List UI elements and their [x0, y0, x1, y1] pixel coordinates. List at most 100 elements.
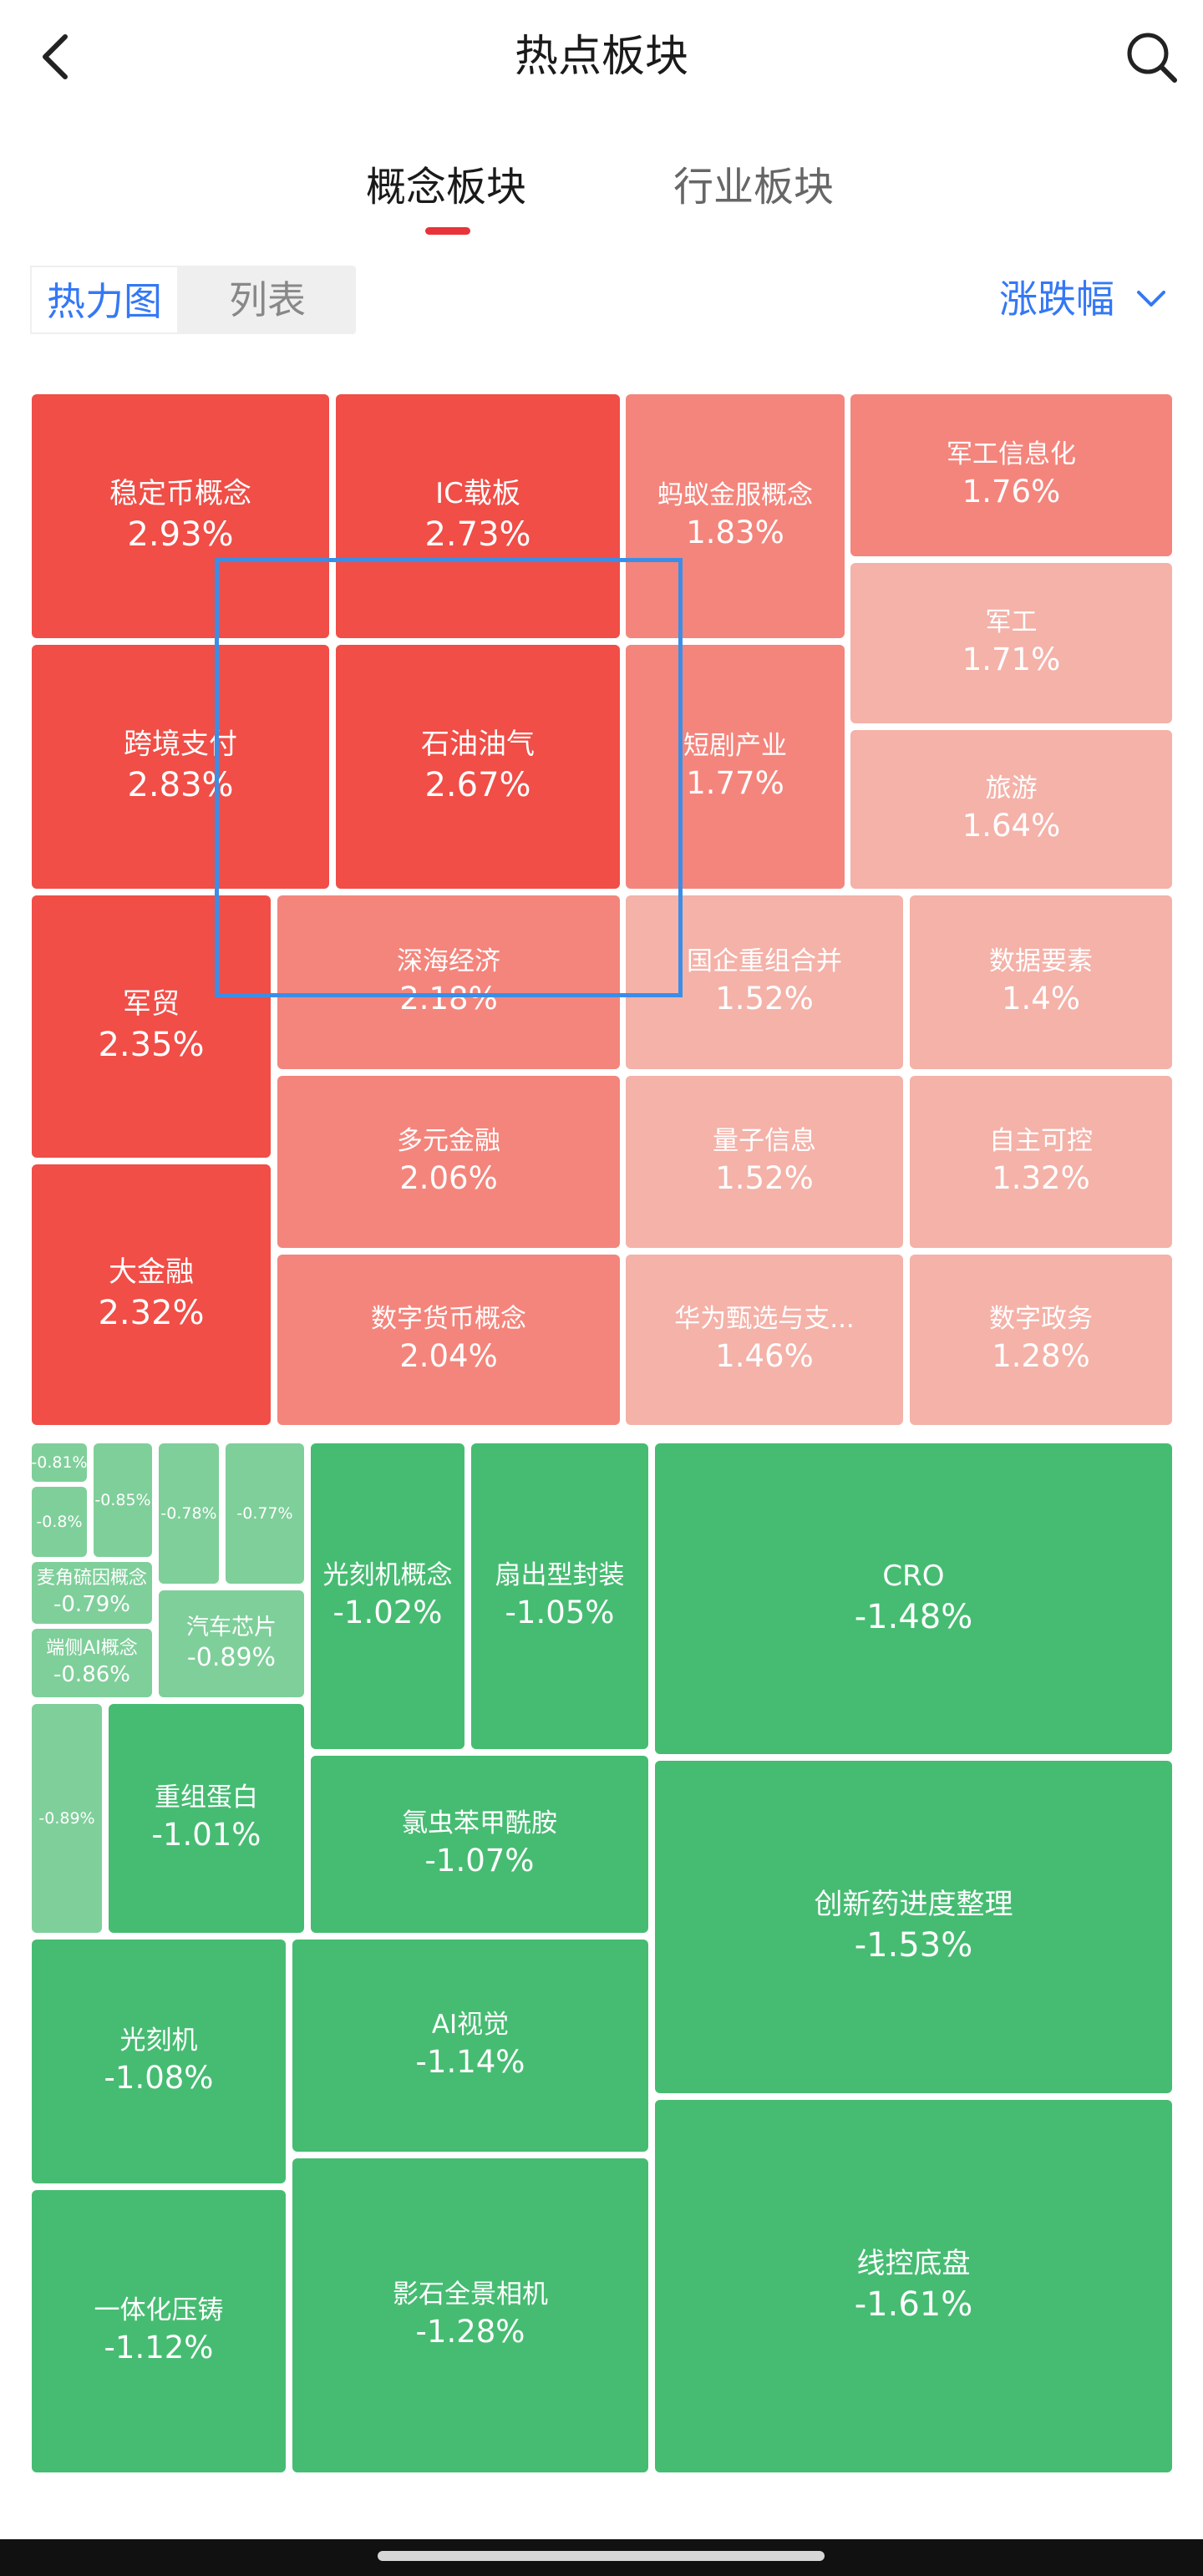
sector-name: 大金融 [109, 1255, 194, 1289]
sector-change: -1.48% [854, 1598, 973, 1636]
sector-change: 2.67% [424, 766, 531, 804]
sector-tile[interactable]: 蚂蚁金服概念 1.83% [626, 394, 845, 638]
sector-change: 1.77% [686, 765, 784, 801]
sector-tile[interactable]: 短剧产业 1.77% [626, 645, 845, 889]
sector-tile[interactable]: 深海经济 2.18% [277, 895, 620, 1069]
sector-tile[interactable]: 跨境支付 2.83% [32, 645, 329, 889]
sector-name: 一体化压铸 [94, 2295, 224, 2325]
sector-tile[interactable]: 麦角硫因概念 -0.79% [32, 1562, 152, 1624]
sector-change: -0.85% [94, 1491, 151, 1509]
sector-tile[interactable]: -0.85% [94, 1443, 152, 1557]
sector-name: 重组蛋白 [155, 1782, 258, 1813]
sector-tile[interactable]: 石油油气 2.67% [336, 645, 620, 889]
sector-name: 数字政务 [989, 1304, 1093, 1334]
sector-tile[interactable]: 光刻机概念 -1.02% [311, 1443, 464, 1749]
sector-tile[interactable]: 量子信息 1.52% [626, 1076, 903, 1248]
sector-tile[interactable]: 重组蛋白 -1.01% [109, 1704, 304, 1933]
sector-name: 跨境支付 [124, 728, 237, 761]
sector-tile[interactable]: 数据要素 1.4% [910, 895, 1172, 1069]
tab-industry-sectors[interactable]: 行业板块 [673, 164, 835, 210]
sector-tile[interactable]: 军工信息化 1.76% [850, 394, 1172, 556]
sector-name: 线控底盘 [856, 2247, 971, 2280]
sector-tile[interactable]: 数字政务 1.28% [910, 1255, 1172, 1425]
heatmap-view-button[interactable]: 热力图 [30, 266, 179, 334]
list-view-button[interactable]: 列表 [229, 277, 306, 322]
sector-name: 自主可控 [989, 1126, 1093, 1156]
sector-change: 2.35% [98, 1026, 205, 1064]
active-tab-indicator [425, 227, 470, 235]
sector-name: 稳定币概念 [109, 477, 251, 510]
sector-change: -0.78% [160, 1504, 217, 1523]
sector-change: 1.28% [992, 1338, 1090, 1374]
sector-change: -1.61% [854, 2285, 973, 2324]
sector-tile[interactable]: -0.78% [159, 1443, 219, 1584]
sector-tile[interactable]: 端侧AI概念 -0.86% [32, 1629, 152, 1697]
search-icon[interactable] [1123, 28, 1180, 85]
sector-tile[interactable]: 氯虫苯甲酰胺 -1.07% [311, 1756, 648, 1933]
sort-dropdown[interactable]: 涨跌幅 [999, 272, 1166, 326]
sector-tile[interactable]: 一体化压铸 -1.12% [32, 2190, 286, 2472]
sector-change: 1.32% [992, 1160, 1090, 1196]
sector-change: -1.12% [104, 2330, 214, 2366]
sector-name: 影石全景相机 [393, 2279, 548, 2310]
sector-tile[interactable]: 大金融 2.32% [32, 1164, 271, 1425]
sector-tile[interactable]: AI视觉 -1.14% [292, 1940, 648, 2152]
sector-change: -0.81% [32, 1453, 87, 1472]
sector-name: 蚂蚁金服概念 [657, 480, 813, 510]
sector-tile[interactable]: 多元金融 2.06% [277, 1076, 620, 1248]
sector-name: 军贸 [123, 987, 180, 1021]
sector-change: 1.52% [715, 981, 814, 1017]
sector-tile[interactable]: 汽车芯片 -0.89% [159, 1590, 304, 1697]
sector-tile[interactable]: 国企重组合并 1.52% [626, 895, 903, 1069]
sector-name: 国企重组合并 [687, 946, 842, 976]
sector-name: 数字货币概念 [371, 1304, 526, 1334]
sector-tile[interactable]: -0.89% [32, 1704, 102, 1933]
sector-tile[interactable]: 光刻机 -1.08% [32, 1940, 286, 2183]
sector-tile[interactable]: 自主可控 1.32% [910, 1076, 1172, 1248]
view-toggle: 热力图 列表 [30, 266, 356, 334]
sector-name: 短剧产业 [683, 731, 787, 761]
sector-name: 扇出型封装 [495, 1560, 625, 1590]
sector-tile[interactable]: 数字货币概念 2.04% [277, 1255, 620, 1425]
sector-tile[interactable]: -0.81% [32, 1443, 87, 1482]
sector-tile[interactable]: 旅游 1.64% [850, 730, 1172, 889]
sector-tile[interactable]: 线控底盘 -1.61% [655, 2100, 1172, 2472]
sector-change: 1.46% [715, 1338, 814, 1374]
sector-tile[interactable]: 军工 1.71% [850, 563, 1172, 723]
sector-name: 麦角硫因概念 [36, 1568, 147, 1589]
sector-name: 汽车芯片 [186, 1615, 277, 1640]
sector-tile[interactable]: 创新药进度整理 -1.53% [655, 1761, 1172, 2093]
sector-tile[interactable]: 扇出型封装 -1.05% [471, 1443, 648, 1749]
sector-name: 军工信息化 [947, 439, 1076, 469]
sector-change: 2.93% [127, 515, 234, 554]
sector-name: 端侧AI概念 [46, 1638, 138, 1659]
sector-name: 量子信息 [713, 1126, 816, 1156]
sector-name: 数据要素 [989, 946, 1093, 976]
sector-tile[interactable]: IC载板 2.73% [336, 394, 620, 638]
sector-tile[interactable]: -0.8% [32, 1487, 87, 1557]
sector-change: 2.73% [424, 515, 531, 554]
sector-tile[interactable]: 影石全景相机 -1.28% [292, 2158, 648, 2472]
sector-change: -1.05% [505, 1595, 615, 1630]
sector-change: 2.04% [399, 1338, 498, 1374]
sector-name: AI视觉 [431, 2010, 510, 2040]
sector-change: -1.01% [151, 1817, 261, 1853]
home-indicator[interactable] [378, 2551, 825, 2561]
sector-tile[interactable]: -0.77% [226, 1443, 304, 1584]
sector-change: 1.76% [962, 474, 1061, 510]
sector-name: 华为甄选与支... [674, 1304, 855, 1334]
sector-name: 石油油气 [421, 728, 535, 761]
tab-concept-sectors[interactable]: 概念板块 [366, 164, 527, 210]
chevron-left-icon[interactable] [30, 30, 84, 84]
sector-tile[interactable]: 华为甄选与支... 1.46% [626, 1255, 903, 1425]
sector-change: 1.71% [962, 641, 1061, 677]
sector-name: 光刻机概念 [322, 1560, 453, 1590]
sector-tile[interactable]: 军贸 2.35% [32, 895, 271, 1158]
sector-change: 1.52% [715, 1160, 814, 1196]
sector-tile[interactable]: 稳定币概念 2.93% [32, 394, 329, 638]
sector-name: CRO [882, 1559, 945, 1593]
sector-name: 光刻机 [119, 2026, 198, 2056]
sector-name: 多元金融 [397, 1126, 500, 1156]
sector-tile[interactable]: CRO -1.48% [655, 1443, 1172, 1754]
